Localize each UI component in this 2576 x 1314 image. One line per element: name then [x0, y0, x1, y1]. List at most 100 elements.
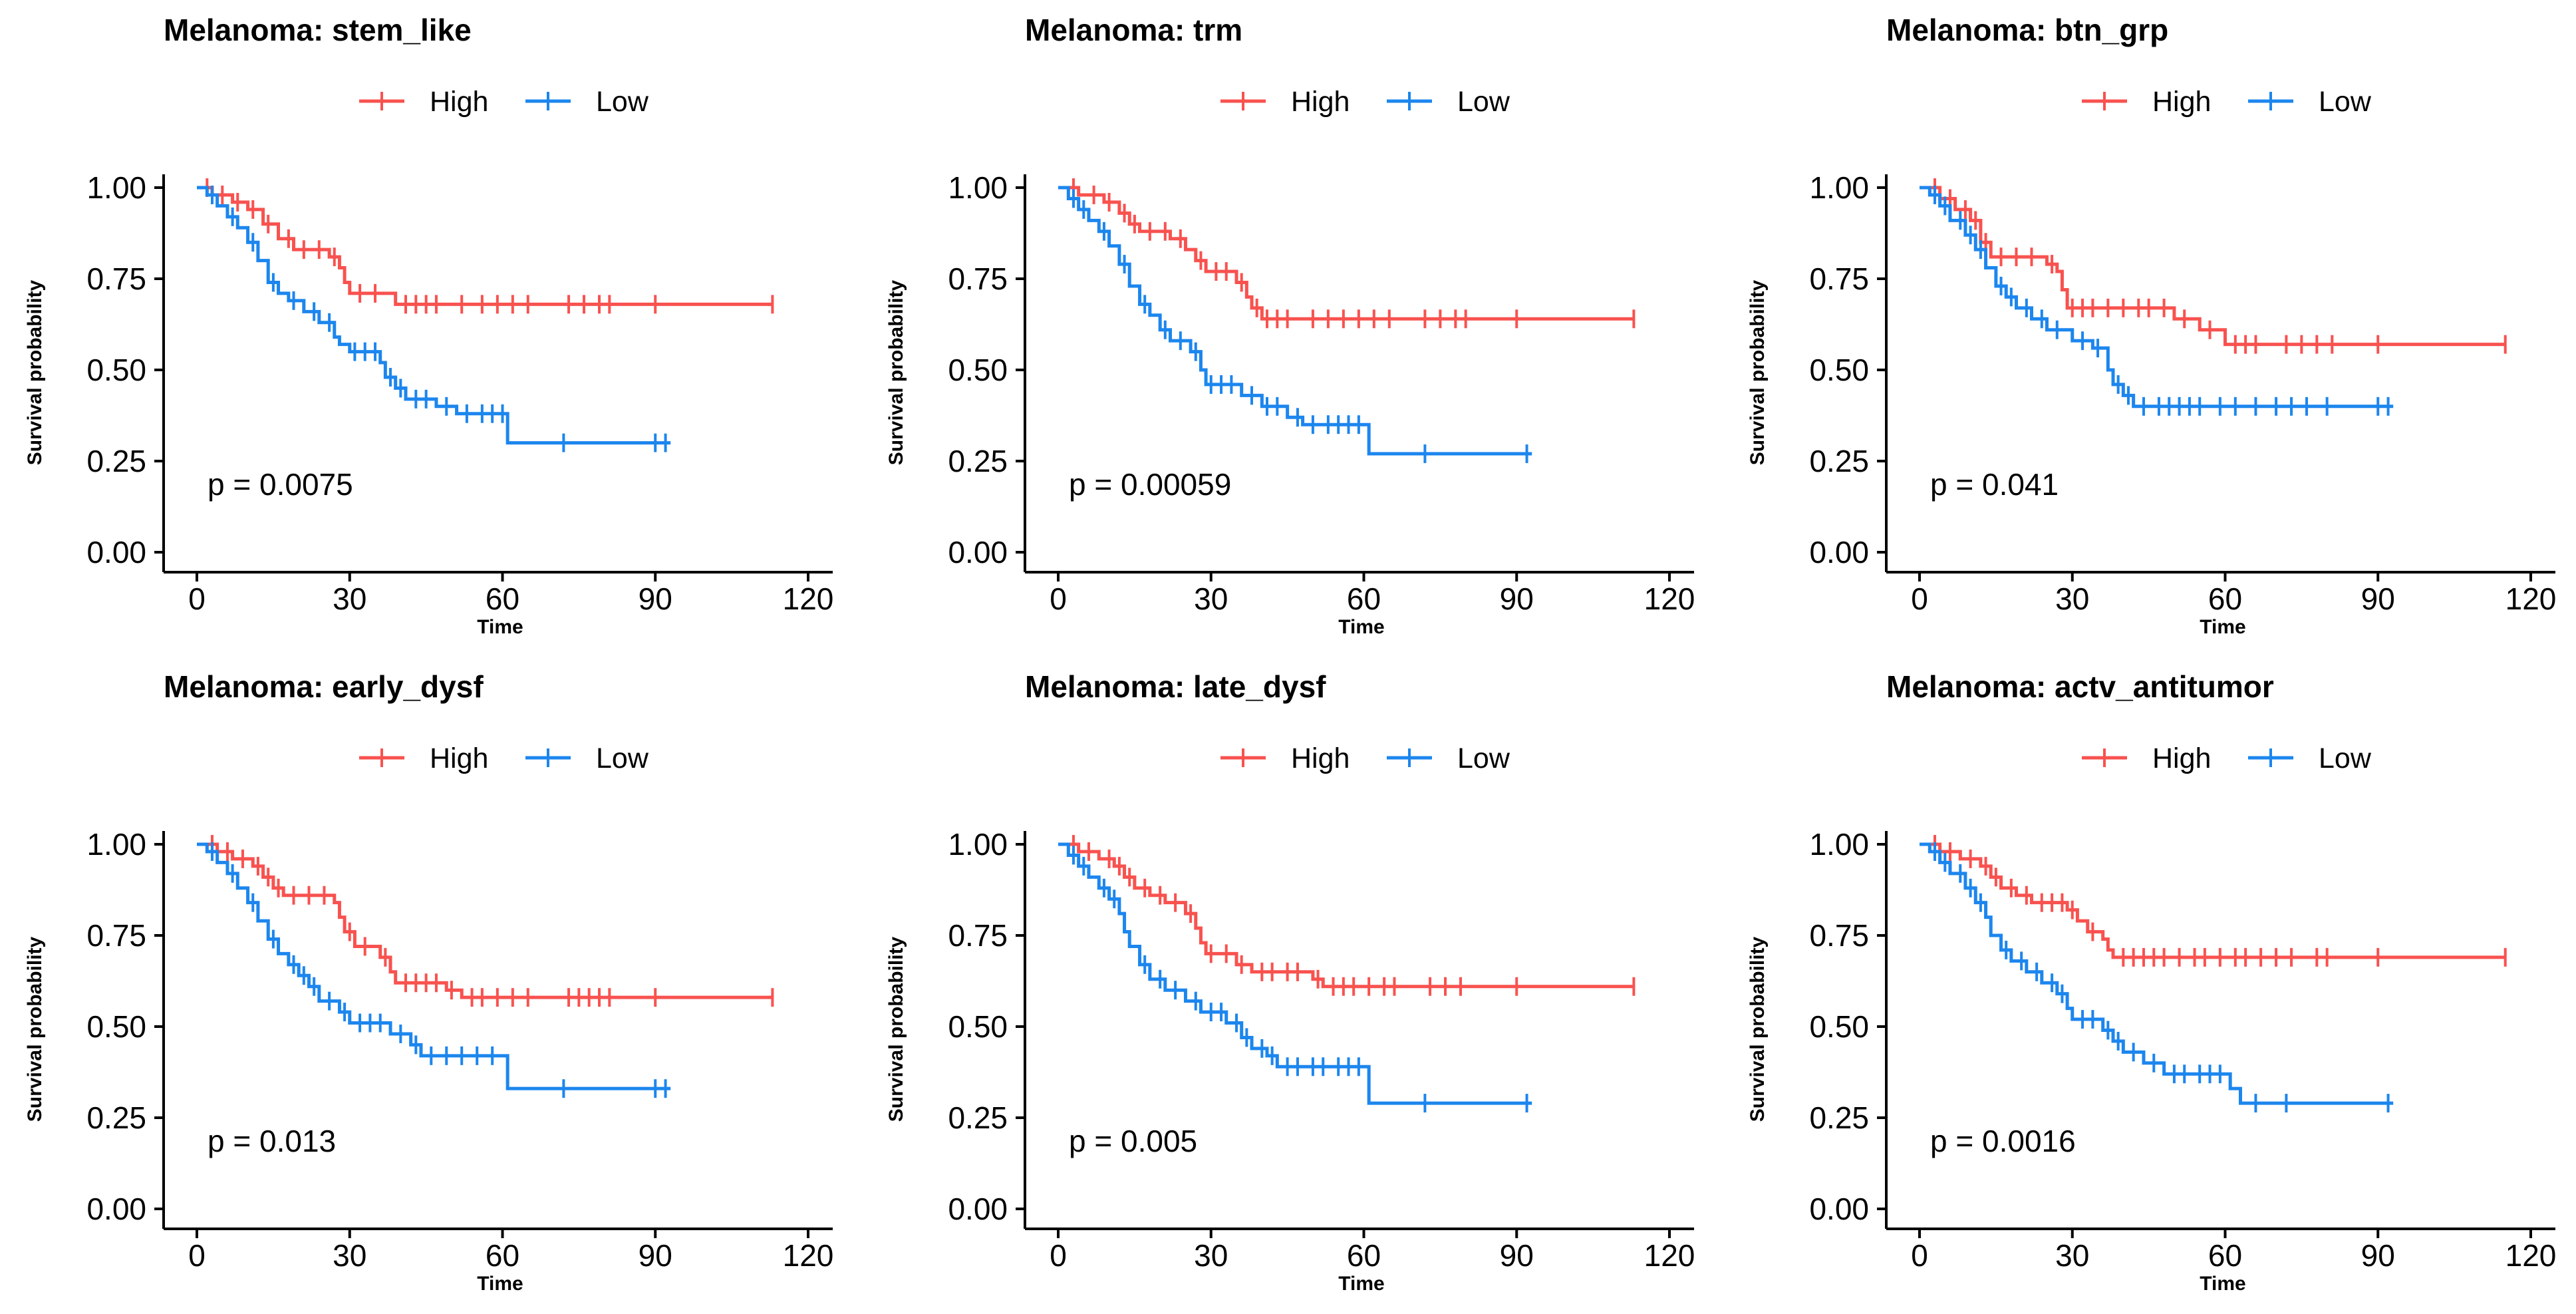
p-value-label: p = 0.041 — [1930, 467, 2059, 502]
y-tick-label: 0.50 — [948, 353, 1008, 387]
y-tick-label: 1.00 — [1809, 827, 1869, 862]
km-curve-low — [1058, 186, 1532, 456]
p-value-label: p = 0.0075 — [208, 467, 353, 502]
km-panel: Melanoma: btn_grp High Low 0.00 0.25 0.50 0.75… — [1747, 13, 2556, 638]
legend-label-high: High — [1291, 86, 1350, 118]
legend-label-low: Low — [1457, 86, 1510, 118]
y-tick-label: 0.75 — [948, 261, 1008, 296]
km-curve-low — [1920, 186, 2394, 409]
legend: High Low — [2082, 742, 2372, 774]
km-panel: Melanoma: actv_antitumor High Low 0.00 0.25 0… — [1747, 669, 2556, 1295]
x-tick-label: 30 — [1194, 1238, 1228, 1273]
p-value-label: p = 0.00059 — [1069, 467, 1231, 502]
y-tick-label: 1.00 — [86, 827, 146, 862]
y-axis-title: Survival probability — [1747, 936, 1769, 1122]
y-tick-label: 0.75 — [948, 918, 1008, 953]
panel-title: Melanoma: trm — [1025, 13, 1242, 47]
x-axis-title: Time — [1338, 1273, 1384, 1295]
km-series-low — [197, 842, 671, 1098]
km-series-low — [1920, 842, 2394, 1113]
x-tick-label: 30 — [1194, 581, 1228, 616]
km-series-low — [197, 185, 671, 452]
p-value-label: p = 0.013 — [208, 1124, 336, 1158]
legend-label-high: High — [430, 86, 488, 118]
y-tick-label: 0.75 — [1809, 261, 1869, 296]
y-tick-label: 0.75 — [86, 918, 146, 953]
x-tick-label: 60 — [486, 581, 519, 616]
y-axis-title: Survival probability — [885, 279, 907, 465]
y-tick-label: 0.50 — [1809, 353, 1869, 387]
km-curve-low — [1920, 842, 2394, 1105]
y-axis-title: Survival probability — [24, 279, 46, 465]
x-tick-label: 90 — [2361, 581, 2395, 616]
panel-title: Melanoma: early_dysf — [164, 669, 484, 704]
x-tick-label: 90 — [639, 581, 672, 616]
x-tick-label: 90 — [639, 1238, 672, 1273]
km-series-low — [1920, 185, 2394, 416]
x-tick-label: 120 — [2505, 1238, 2557, 1273]
x-tick-label: 120 — [783, 1238, 834, 1273]
p-value-label: p = 0.0016 — [1930, 1124, 2076, 1158]
y-tick-label: 0.00 — [948, 535, 1008, 570]
x-tick-label: 60 — [486, 1238, 519, 1273]
y-tick-label: 0.50 — [86, 1009, 146, 1044]
panel-title: Melanoma: late_dysf — [1025, 669, 1326, 704]
km-curve-high — [197, 842, 773, 999]
y-tick-label: 0.00 — [1809, 1192, 1869, 1226]
y-tick-label: 0.25 — [1809, 444, 1869, 478]
x-tick-label: 0 — [1911, 581, 1928, 616]
x-tick-label: 0 — [1050, 581, 1067, 616]
legend-label-high: High — [2152, 742, 2211, 774]
x-tick-label: 0 — [188, 1238, 206, 1273]
legend-label-low: Low — [1457, 742, 1510, 774]
p-value-label: p = 0.005 — [1069, 1124, 1197, 1158]
y-tick-label: 0.00 — [1809, 535, 1869, 570]
x-tick-label: 60 — [1347, 581, 1381, 616]
y-tick-label: 0.00 — [86, 1192, 146, 1226]
x-tick-label: 90 — [1500, 581, 1534, 616]
km-curve-high — [1058, 842, 1634, 989]
y-tick-label: 0.75 — [86, 261, 146, 296]
legend-label-high: High — [1291, 742, 1350, 774]
y-tick-label: 0.50 — [86, 353, 146, 387]
km-curve-high — [197, 186, 773, 306]
km-panel: Melanoma: trm High Low 0.00 0.25 0.50 0.75 1.00… — [885, 13, 1695, 638]
y-tick-label: 1.00 — [86, 170, 146, 205]
x-tick-label: 120 — [1644, 1238, 1695, 1273]
y-tick-label: 0.25 — [86, 1100, 146, 1135]
km-panel: Melanoma: stem_like High Low 0.00 0.25 0.50 0.… — [24, 13, 833, 638]
legend-label-low: Low — [2319, 742, 2372, 774]
x-tick-label: 60 — [2208, 1238, 2242, 1273]
x-tick-label: 120 — [1644, 581, 1695, 616]
x-tick-label: 60 — [2208, 581, 2242, 616]
km-series-low — [1058, 842, 1532, 1113]
y-tick-label: 0.50 — [948, 1009, 1008, 1044]
y-tick-label: 0.25 — [948, 1100, 1008, 1135]
x-tick-label: 90 — [2361, 1238, 2395, 1273]
legend-label-high: High — [2152, 86, 2211, 118]
y-tick-label: 1.00 — [1809, 170, 1869, 205]
x-tick-label: 30 — [333, 581, 366, 616]
km-panel: Melanoma: late_dysf High Low 0.00 0.25 0.50 0.… — [885, 669, 1695, 1295]
legend-label-low: Low — [596, 86, 649, 118]
x-tick-label: 30 — [333, 1238, 366, 1273]
y-tick-label: 0.00 — [86, 535, 146, 570]
x-axis-title: Time — [477, 616, 523, 638]
y-tick-label: 0.50 — [1809, 1009, 1869, 1044]
x-axis-title: Time — [1338, 616, 1384, 638]
x-tick-label: 60 — [1347, 1238, 1381, 1273]
x-axis-title: Time — [477, 1273, 523, 1295]
y-tick-label: 0.25 — [1809, 1100, 1869, 1135]
y-tick-label: 1.00 — [948, 827, 1008, 862]
legend-label-high: High — [430, 742, 488, 774]
y-axis-title: Survival probability — [24, 936, 46, 1122]
legend: High Low — [359, 86, 649, 118]
x-axis-title: Time — [2200, 1273, 2245, 1295]
y-axis-title: Survival probability — [1747, 279, 1769, 465]
legend: High Low — [359, 742, 649, 774]
km-panel: Melanoma: early_dysf High Low 0.00 0.25 0.50 0… — [24, 669, 833, 1295]
km-curve-high — [1920, 186, 2505, 347]
y-tick-label: 0.00 — [948, 1192, 1008, 1226]
legend: High Low — [1220, 86, 1510, 118]
